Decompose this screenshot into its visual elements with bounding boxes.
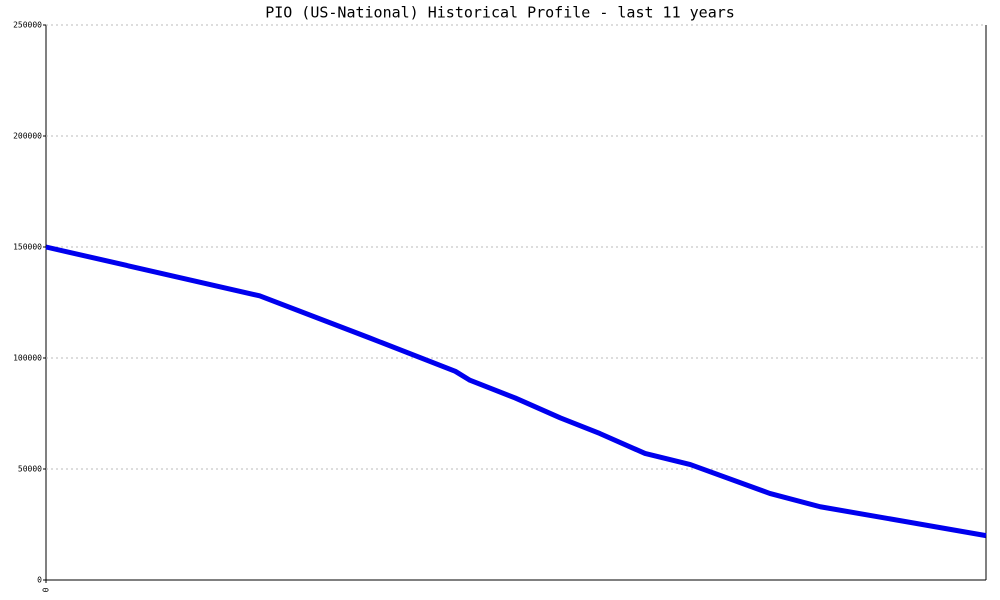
y-tick-label: 100000 [13, 354, 42, 363]
y-tick-label: 200000 [13, 132, 42, 141]
y-tick-label: 250000 [13, 21, 42, 30]
chart-title: PIO (US-National) Historical Profile - l… [265, 4, 735, 22]
y-tick-label: 50000 [18, 465, 42, 474]
x-tick-label: 0 [42, 587, 51, 592]
y-tick-label: 0 [37, 576, 42, 585]
y-tick-label: 150000 [13, 243, 42, 252]
data-line [45, 244, 987, 539]
